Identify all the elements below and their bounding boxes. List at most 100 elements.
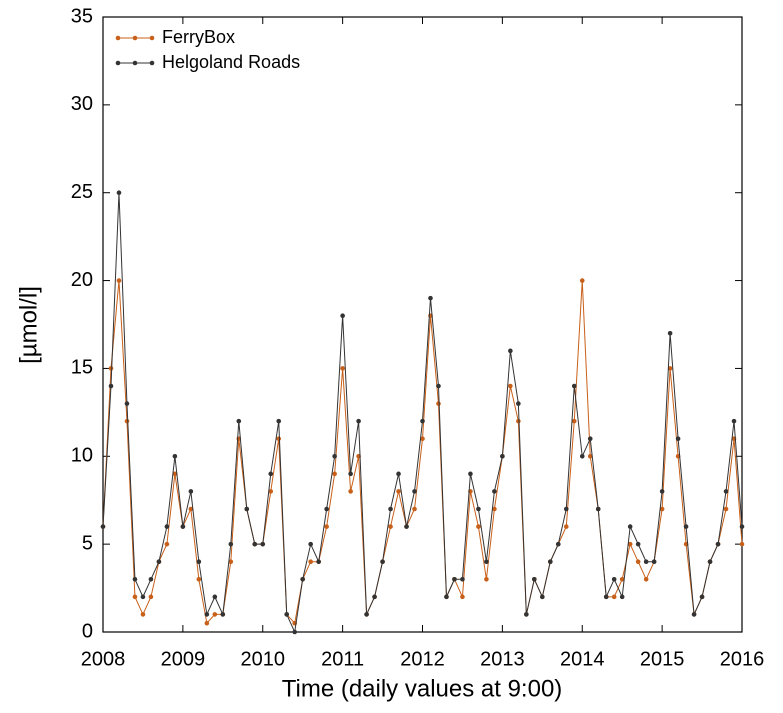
data-point <box>420 418 425 424</box>
data-point <box>739 524 745 529</box>
data-point <box>308 541 313 547</box>
data-point <box>372 594 377 600</box>
data-point <box>324 524 329 529</box>
data-point <box>228 541 234 547</box>
data-point <box>571 418 577 424</box>
x-tick-label: 2014 <box>560 648 605 670</box>
data-point <box>204 620 210 626</box>
data-point <box>436 383 441 389</box>
data-point <box>508 383 513 389</box>
data-point <box>348 471 353 477</box>
data-point <box>188 506 194 512</box>
data-point <box>563 506 569 512</box>
data-point <box>516 418 521 424</box>
x-tick-label: 2008 <box>81 648 126 670</box>
data-point <box>228 559 234 565</box>
data-point <box>220 612 226 617</box>
data-point <box>364 612 369 617</box>
series-line <box>102 192 743 634</box>
data-point <box>308 559 313 565</box>
data-point <box>204 612 210 617</box>
data-point <box>587 436 593 442</box>
y-tick-label: 35 <box>71 5 93 27</box>
data-point <box>611 594 617 600</box>
legend-marker <box>132 35 138 41</box>
y-tick-label: 10 <box>71 445 93 467</box>
data-point <box>324 506 329 512</box>
data-point <box>675 436 681 442</box>
data-point <box>404 524 409 529</box>
data-point <box>659 506 665 512</box>
data-point <box>699 594 705 600</box>
data-point <box>707 559 713 565</box>
data-point <box>268 489 274 494</box>
data-point <box>492 506 497 512</box>
plot-frame <box>102 16 743 633</box>
data-point <box>611 576 617 582</box>
data-point <box>236 418 242 424</box>
data-point <box>540 594 545 600</box>
data-point <box>268 471 274 477</box>
data-point <box>643 559 649 565</box>
data-point <box>412 489 417 494</box>
data-point <box>476 524 481 529</box>
data-point <box>172 471 178 477</box>
data-point <box>156 559 162 565</box>
data-point <box>180 524 186 529</box>
data-point <box>643 576 649 582</box>
data-point <box>595 506 601 512</box>
data-point <box>356 418 361 424</box>
legend-marker <box>149 35 155 41</box>
data-point <box>340 366 345 371</box>
data-point <box>635 559 641 565</box>
data-point <box>380 559 385 565</box>
data-point <box>388 506 393 512</box>
y-tick-label: 15 <box>71 357 93 379</box>
data-point <box>484 576 489 582</box>
data-point <box>348 489 353 494</box>
x-tick-label: 2012 <box>400 648 445 670</box>
legend-label: FerryBox <box>162 27 235 47</box>
data-point <box>300 576 305 582</box>
data-point <box>587 453 593 459</box>
data-point <box>603 594 609 600</box>
x-tick-label: 2013 <box>480 648 525 670</box>
data-point <box>132 576 138 582</box>
data-point <box>188 489 194 494</box>
y-tick-label: 0 <box>82 620 93 642</box>
data-point <box>412 506 417 512</box>
data-point <box>396 471 401 477</box>
data-point <box>284 612 290 617</box>
legend-marker <box>132 60 138 66</box>
data-point <box>108 366 114 371</box>
data-point <box>460 576 465 582</box>
y-tick-label: 30 <box>71 93 93 115</box>
data-point <box>276 418 282 424</box>
data-point <box>132 594 138 600</box>
data-point <box>436 401 441 406</box>
data-point <box>332 471 337 477</box>
data-point <box>532 576 537 582</box>
data-point <box>452 576 457 582</box>
data-point <box>516 401 521 406</box>
data-point <box>108 383 114 389</box>
data-point <box>332 453 337 459</box>
y-axis-label: [µmol/l] <box>15 286 42 364</box>
data-point <box>492 489 497 494</box>
data-point <box>124 401 130 406</box>
y-tick-label: 25 <box>71 181 93 203</box>
x-tick-label: 2011 <box>321 648 364 670</box>
data-point <box>500 453 505 459</box>
data-point <box>619 576 625 582</box>
data-point <box>148 576 154 582</box>
data-point <box>260 541 266 547</box>
legend-label: Helgoland Roads <box>162 52 300 72</box>
data-point <box>196 559 202 565</box>
data-point <box>619 594 625 600</box>
data-point <box>396 489 401 494</box>
data-point <box>659 489 665 494</box>
data-point <box>124 418 130 424</box>
data-point <box>476 506 481 512</box>
